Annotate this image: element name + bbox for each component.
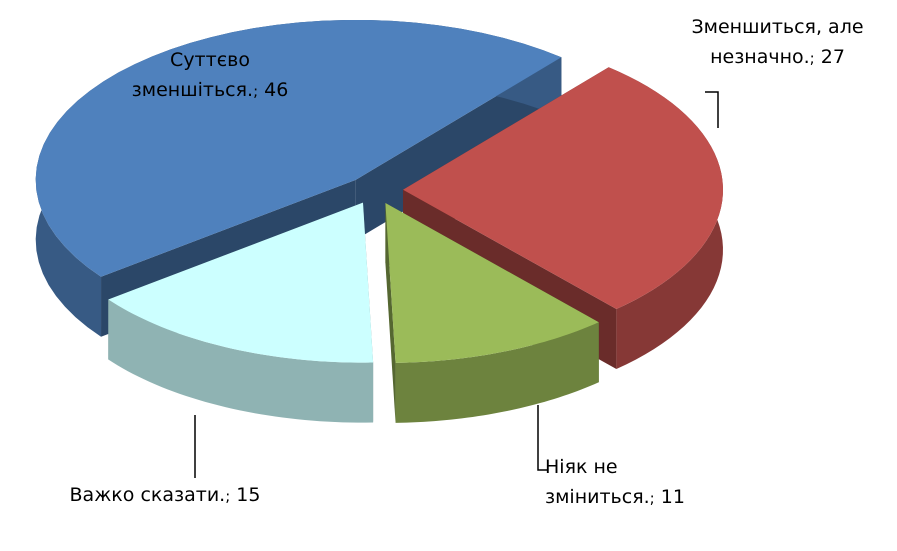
label-sep: ; [253,82,259,100]
label-val: 11 [660,486,685,508]
slice-side [385,202,396,423]
label-sep: ; [809,49,815,67]
label-cat: Суттєво зменшіться. [131,49,254,101]
data-label: Важко сказати.; 15 [55,480,275,511]
label-sep: ; [225,487,231,505]
label-val: 15 [236,484,261,506]
slice [108,202,374,363]
leader-line [705,91,719,128]
data-label: Суттєво зменшіться.; 46 [120,45,300,106]
label-sep: ; [649,489,655,507]
data-label: Ніяк не зміниться.; 11 [545,452,685,513]
slice [35,19,562,277]
slice [402,67,723,310]
label-val: 46 [264,79,289,101]
label-val: 27 [820,46,845,68]
label-cat: Ніяк не зміниться. [545,456,650,508]
slice-wall [395,322,599,423]
data-label: Зменшиться, але незначно.; 27 [670,12,885,73]
slice [385,202,599,363]
leader-line [537,405,548,471]
label-cat: Зменшиться, але незначно. [691,16,864,68]
label-cat: Важко сказати. [69,484,226,506]
slice-wall [108,299,374,423]
